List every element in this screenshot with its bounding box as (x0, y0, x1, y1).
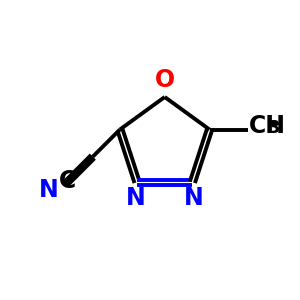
Text: O: O (155, 68, 175, 92)
Text: N: N (125, 186, 145, 210)
Text: C: C (59, 169, 76, 193)
Text: N: N (184, 186, 204, 210)
Text: N: N (39, 178, 58, 202)
Text: 3: 3 (268, 119, 280, 137)
Text: CH: CH (249, 114, 286, 138)
